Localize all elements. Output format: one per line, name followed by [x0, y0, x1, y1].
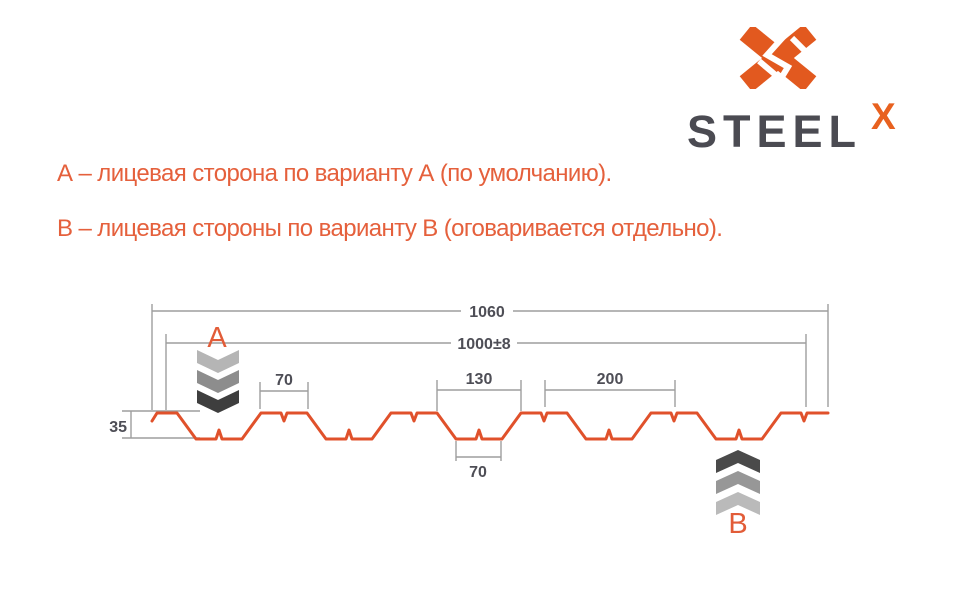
dim-useful-width-label: 1000±8 [457, 336, 510, 353]
dim-rib-pitch-label: 200 [597, 371, 624, 388]
variant-a-label: A [207, 322, 227, 354]
dim-rib-opening: 130 [436, 371, 522, 411]
profile-outline [150, 411, 830, 441]
dim-rib-bottom-label: 70 [469, 464, 487, 481]
dim-useful-width: 1000±8 [165, 334, 807, 410]
steelx-logo-icon [739, 27, 817, 89]
dim-rib-bottom: 70 [455, 441, 502, 481]
variant-a-chevrons-icon [197, 350, 239, 413]
dim-overall-width: 1060 [151, 304, 829, 410]
dim-rib-top-label: 70 [275, 372, 293, 389]
dim-profile-height: 35 [109, 410, 200, 439]
brand-accent-letter: X [871, 96, 896, 137]
dim-overall-width-label: 1060 [469, 304, 505, 321]
variant-b-chevrons-icon [716, 450, 760, 515]
dim-profile-height-label: 35 [109, 419, 127, 436]
dim-rib-top: 70 [259, 372, 309, 409]
note-variant-b: В – лицевая стороны по варианту В (огова… [57, 215, 723, 242]
dim-rib-opening-label: 130 [466, 371, 493, 388]
variant-b-label: B [728, 508, 747, 540]
brand-name: STEEL [687, 106, 863, 157]
note-variant-a: А – лицевая сторона по варианту А (по ум… [57, 160, 612, 187]
dim-rib-pitch: 200 [544, 371, 676, 407]
